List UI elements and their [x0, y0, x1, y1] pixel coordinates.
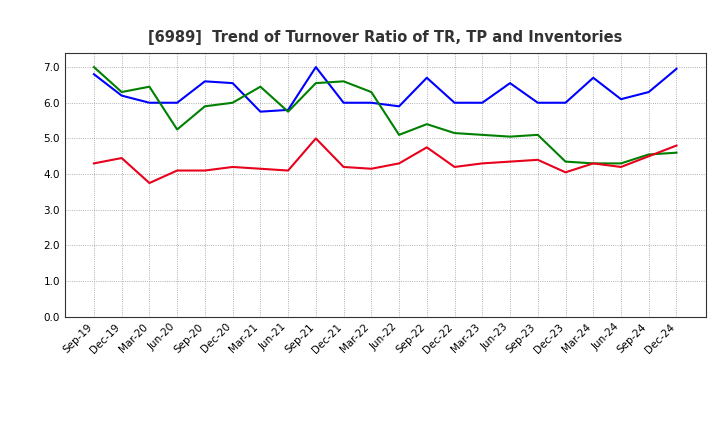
Inventories: [450, 130, 459, 136]
Trade Payables: [256, 109, 265, 114]
Inventories: [89, 64, 98, 70]
Trade Payables: [505, 81, 514, 86]
Trade Payables: [478, 100, 487, 106]
Trade Receivables: [395, 161, 403, 166]
Trade Payables: [312, 64, 320, 70]
Inventories: [256, 84, 265, 89]
Inventories: [395, 132, 403, 137]
Line: Trade Payables: Trade Payables: [94, 67, 677, 112]
Trade Receivables: [450, 164, 459, 169]
Inventories: [644, 152, 653, 157]
Trade Payables: [644, 89, 653, 95]
Trade Receivables: [644, 154, 653, 159]
Trade Payables: [228, 81, 237, 86]
Title: [6989]  Trend of Turnover Ratio of TR, TP and Inventories: [6989] Trend of Turnover Ratio of TR, TP…: [148, 29, 622, 45]
Trade Receivables: [589, 161, 598, 166]
Inventories: [616, 161, 625, 166]
Inventories: [117, 89, 126, 95]
Inventories: [145, 84, 154, 89]
Trade Receivables: [478, 161, 487, 166]
Inventories: [173, 127, 181, 132]
Trade Payables: [89, 72, 98, 77]
Trade Receivables: [339, 164, 348, 169]
Trade Payables: [534, 100, 542, 106]
Trade Payables: [616, 96, 625, 102]
Trade Receivables: [616, 164, 625, 169]
Inventories: [228, 100, 237, 106]
Trade Receivables: [534, 157, 542, 162]
Trade Receivables: [117, 155, 126, 161]
Trade Payables: [173, 100, 181, 106]
Inventories: [478, 132, 487, 137]
Trade Receivables: [312, 136, 320, 141]
Trade Payables: [561, 100, 570, 106]
Trade Payables: [145, 100, 154, 106]
Line: Trade Receivables: Trade Receivables: [94, 139, 677, 183]
Inventories: [505, 134, 514, 139]
Trade Payables: [395, 104, 403, 109]
Trade Payables: [117, 93, 126, 98]
Trade Receivables: [89, 161, 98, 166]
Trade Payables: [367, 100, 376, 106]
Trade Payables: [201, 79, 210, 84]
Trade Receivables: [228, 164, 237, 169]
Trade Receivables: [505, 159, 514, 164]
Inventories: [367, 89, 376, 95]
Inventories: [312, 81, 320, 86]
Inventories: [589, 161, 598, 166]
Inventories: [672, 150, 681, 155]
Trade Receivables: [672, 143, 681, 148]
Inventories: [201, 104, 210, 109]
Trade Payables: [589, 75, 598, 81]
Trade Receivables: [201, 168, 210, 173]
Trade Receivables: [561, 170, 570, 175]
Trade Receivables: [423, 145, 431, 150]
Trade Payables: [284, 107, 292, 113]
Inventories: [284, 109, 292, 114]
Trade Receivables: [173, 168, 181, 173]
Trade Receivables: [145, 180, 154, 186]
Trade Receivables: [284, 168, 292, 173]
Inventories: [339, 79, 348, 84]
Trade Payables: [339, 100, 348, 106]
Trade Payables: [450, 100, 459, 106]
Trade Payables: [423, 75, 431, 81]
Inventories: [561, 159, 570, 164]
Trade Receivables: [256, 166, 265, 172]
Trade Receivables: [367, 166, 376, 172]
Line: Inventories: Inventories: [94, 67, 677, 163]
Inventories: [534, 132, 542, 137]
Trade Payables: [672, 66, 681, 71]
Inventories: [423, 121, 431, 127]
